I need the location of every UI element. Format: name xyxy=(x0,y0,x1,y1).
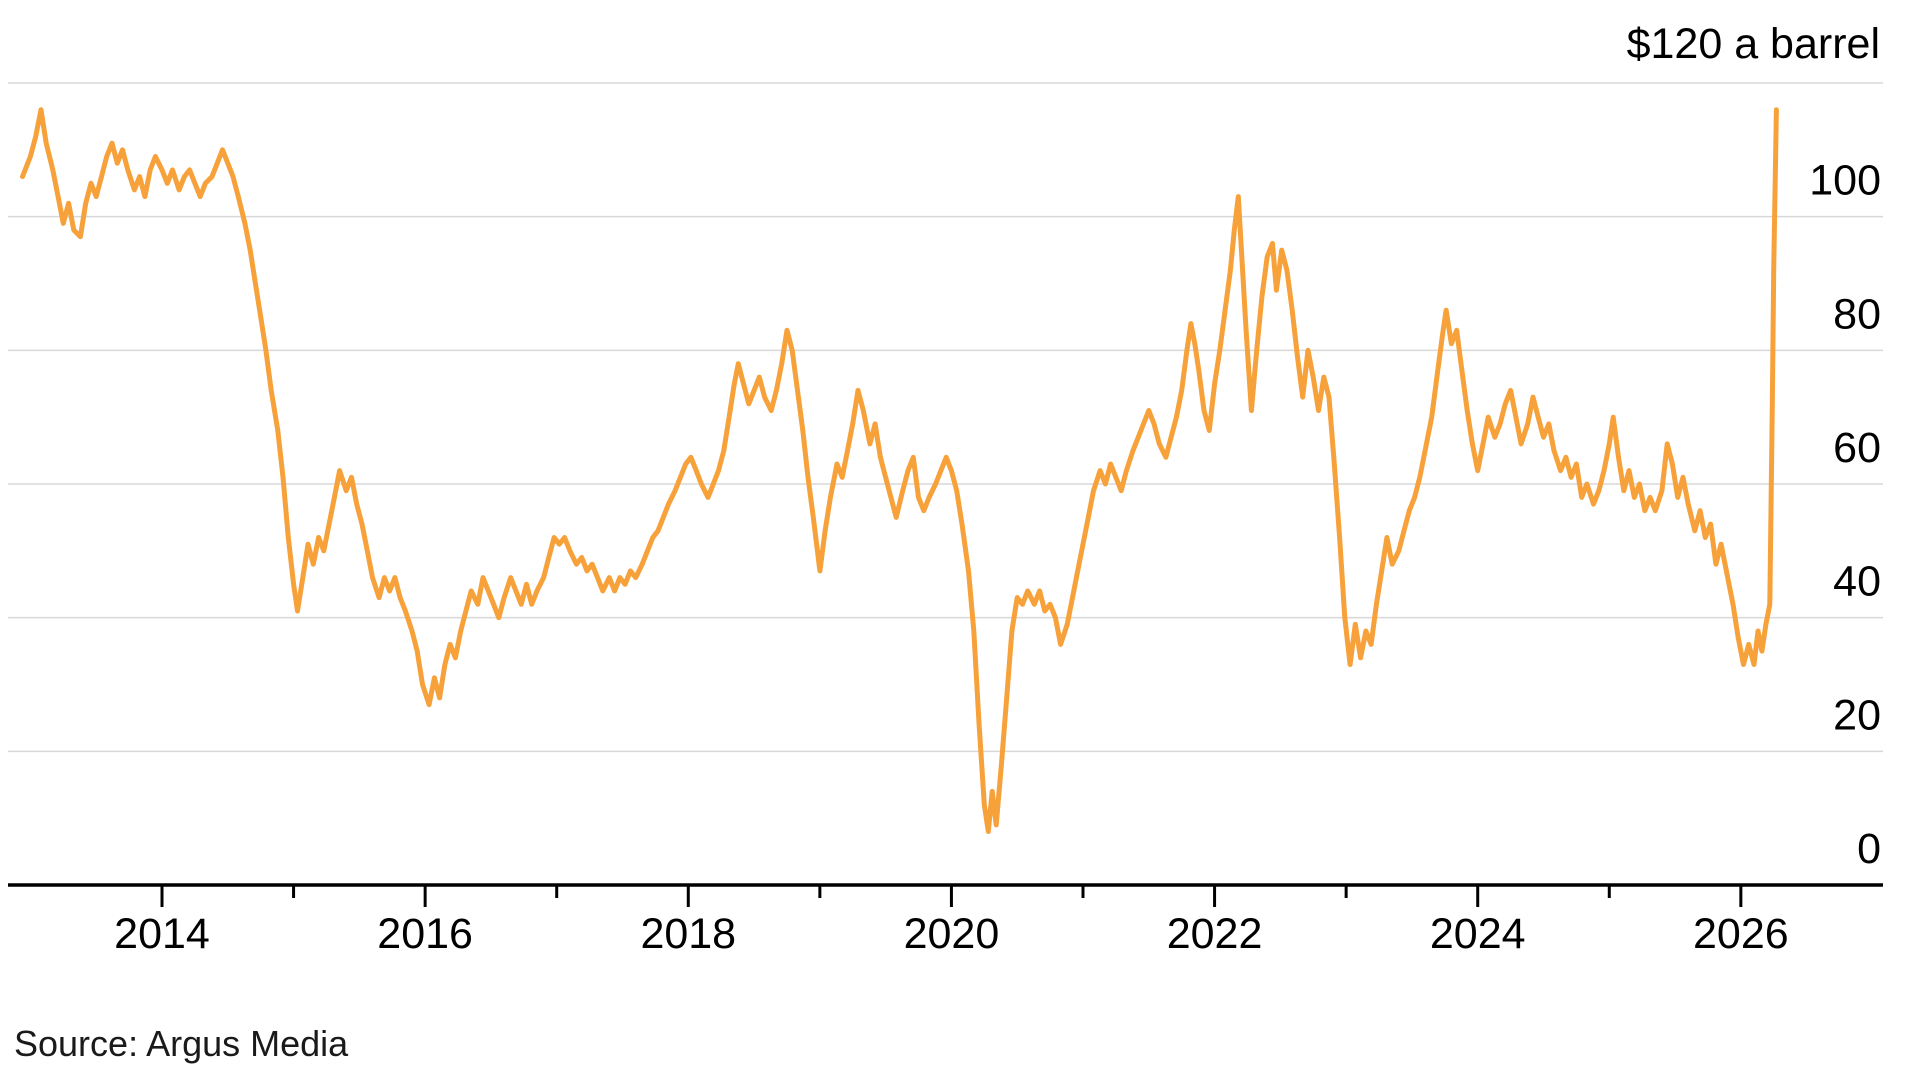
y-axis-label-0: 0 xyxy=(1857,825,1881,873)
source-credit: Source: Argus Media xyxy=(14,1023,349,1064)
y-axis-unit-annotation: $120 a barrel xyxy=(1627,20,1880,68)
x-tick-label-2020: 2020 xyxy=(904,910,1000,958)
y-axis-label-80: 80 xyxy=(1833,290,1881,338)
x-tick-label-2018: 2018 xyxy=(640,910,736,958)
y-axis-label-60: 60 xyxy=(1833,424,1881,472)
y-axis-label-40: 40 xyxy=(1833,558,1881,606)
x-tick-label-2024: 2024 xyxy=(1430,910,1526,958)
x-tick-label-2016: 2016 xyxy=(377,910,473,958)
y-axis-label-100: 100 xyxy=(1809,157,1881,205)
x-axis-labels: 2014 2016 2018 2020 2022 2024 2026 xyxy=(114,910,1789,958)
y-axis-labels: 0 20 40 60 80 100 xyxy=(1809,157,1881,873)
price-line xyxy=(20,107,1779,834)
y-axis-label-20: 20 xyxy=(1833,691,1881,739)
x-tick-label-2014: 2014 xyxy=(114,910,210,958)
x-axis-ticks xyxy=(160,885,1743,907)
x-tick-label-2022: 2022 xyxy=(1167,910,1263,958)
x-tick-label-2026: 2026 xyxy=(1693,910,1789,958)
gridlines xyxy=(8,82,1883,753)
